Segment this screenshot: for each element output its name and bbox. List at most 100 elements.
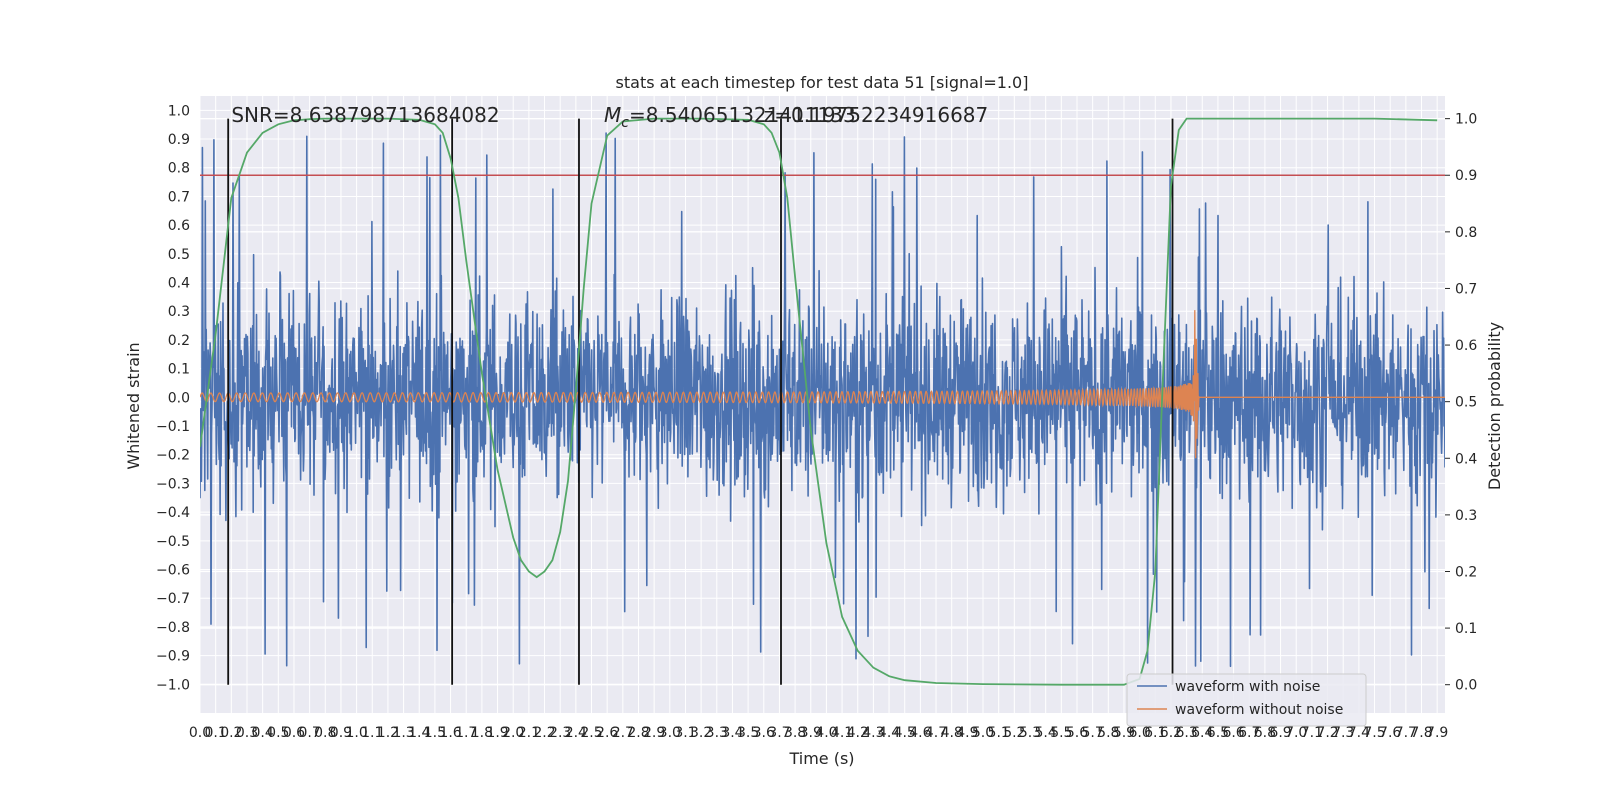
x-tick-label: 1.9 <box>486 725 508 741</box>
x-tick-label: 0.1 <box>205 725 227 741</box>
x-tick-label: 2.3 <box>549 725 571 741</box>
x-tick-label: 1.7 <box>455 725 477 741</box>
y-tick-label: 1.0 <box>168 103 190 119</box>
y-tick-label: 0.3 <box>168 304 190 320</box>
x-tick-label: 1.3 <box>392 725 414 741</box>
x-tick-label: 5.6 <box>1066 725 1088 741</box>
x-tick-label: 1.4 <box>408 725 430 741</box>
x-tick-label: 1.0 <box>345 725 367 741</box>
x-tick-label: 5.3 <box>1019 725 1041 741</box>
x-tick-label: 5.7 <box>1082 725 1104 741</box>
y-tick-label: −0.5 <box>156 534 190 550</box>
right-tick-labels: 1.0 0.9 0.8 0.7 0.6 0.5 0.4 0.3 0.2 0.1 0.0 <box>1445 112 1477 694</box>
x-tick-label: 2.2 <box>533 725 555 741</box>
y-tick-label: 0.5 <box>168 247 190 263</box>
x-tick-label: 4.9 <box>956 725 978 741</box>
x-tick-label: 3.9 <box>800 725 822 741</box>
waveform-with-noise-line <box>200 132 1445 668</box>
x-tick-label: 1.2 <box>377 725 399 741</box>
y-tick-label: 0.6 <box>168 218 190 234</box>
x-tick-label: 5.4 <box>1035 725 1057 741</box>
x-tick-label: 1.8 <box>471 725 493 741</box>
x-tick-label: 4.6 <box>909 725 931 741</box>
x-tick-label: 5.2 <box>1003 725 1025 741</box>
x-tick-label: 7.1 <box>1301 725 1323 741</box>
x-tick-label: 6.5 <box>1207 725 1229 741</box>
x-tick-label: 5.9 <box>1113 725 1135 741</box>
x-tick-label: 4.1 <box>831 725 853 741</box>
x-tick-label: 7.7 <box>1395 725 1417 741</box>
x-tick-label: 6.4 <box>1191 725 1213 741</box>
right-tick-label: 0.4 <box>1455 451 1477 467</box>
y-tick-label: 0.2 <box>168 333 190 349</box>
right-tick-label: 0.7 <box>1455 281 1477 297</box>
x-tick-label: 4.3 <box>862 725 884 741</box>
x-tick-label: 3.8 <box>784 725 806 741</box>
x-tick-label: 0.5 <box>267 725 289 741</box>
x-tick-label: 4.4 <box>878 725 900 741</box>
snr-annotation: SNR=8.638798713684082 <box>231 103 499 127</box>
x-tick-label: 5.0 <box>972 725 994 741</box>
x-tick-label: 4.8 <box>941 725 963 741</box>
right-tick-label: 0.0 <box>1455 678 1477 694</box>
x-tick-label: 7.4 <box>1348 725 1370 741</box>
x-tick-label: 3.1 <box>674 725 696 741</box>
x-tick-label: 6.0 <box>1128 725 1150 741</box>
y-tick-label: −1.0 <box>156 677 190 693</box>
waveform-without-noise-line <box>200 310 1445 459</box>
x-tick-label: 5.8 <box>1097 725 1119 741</box>
x-tick-label: 6.9 <box>1269 725 1291 741</box>
vertical-marker-lines <box>227 118 1174 685</box>
x-tick-label: 3.6 <box>753 725 775 741</box>
right-tick-label: 0.6 <box>1455 338 1477 354</box>
y-tick-label: −0.4 <box>156 505 190 521</box>
x-tick-label: 0.8 <box>314 725 336 741</box>
x-tick-label: 3.3 <box>706 725 728 741</box>
y-tick-label: 0.0 <box>168 390 190 406</box>
x-tick-label: 6.3 <box>1175 725 1197 741</box>
x-tick-label: 3.4 <box>721 725 743 741</box>
x-tick-label: 1.5 <box>424 725 446 741</box>
x-tick-label: 3.7 <box>768 725 790 741</box>
x-tick-label: 6.8 <box>1254 725 1276 741</box>
x-tick-label: 4.0 <box>815 725 837 741</box>
x-tick-label: 2.6 <box>596 725 618 741</box>
x-tick-label: 0.6 <box>283 725 305 741</box>
right-tick-label: 0.2 <box>1455 564 1477 580</box>
right-tick-label: 0.3 <box>1455 508 1477 524</box>
x-tick-label: 3.2 <box>690 725 712 741</box>
y-tick-label: −0.6 <box>156 563 190 579</box>
y-tick-label: 0.1 <box>168 362 190 378</box>
x-tick-label: 3.0 <box>659 725 681 741</box>
y-tick-label: −0.2 <box>156 448 190 464</box>
x-tick-label: 7.8 <box>1410 725 1432 741</box>
chirp-mass-annotation: Mc=8.540651321411133 <box>604 103 856 131</box>
y-tick-label: −0.7 <box>156 591 190 607</box>
x-tick-label: 7.2 <box>1316 725 1338 741</box>
right-tick-label: 0.1 <box>1455 621 1477 637</box>
y-tick-label: 0.9 <box>168 132 190 148</box>
legend-box <box>1126 673 1367 727</box>
x-tick-label: 1.6 <box>439 725 461 741</box>
x-tick-label: 4.5 <box>894 725 916 741</box>
y-tick-label: −0.3 <box>156 476 190 492</box>
x-tick-label: 7.3 <box>1332 725 1354 741</box>
y-axis-label: Whitened strain <box>124 342 143 469</box>
x-tick-label: 2.5 <box>580 725 602 741</box>
x-axis-label: Time (s) <box>788 749 854 768</box>
x-tick-labels: 0.00.10.20.30.40.50.60.70.80.91.01.11.21… <box>189 725 1448 741</box>
x-tick-label: 2.0 <box>502 725 524 741</box>
x-tick-label: 7.5 <box>1363 725 1385 741</box>
x-tick-label: 0.3 <box>236 725 258 741</box>
x-tick-label: 7.0 <box>1285 725 1307 741</box>
chirp-mass-value: =8.540651321411133 <box>629 103 856 127</box>
legend: waveform with noise waveform without noi… <box>1126 673 1367 727</box>
y-tick-label: −0.8 <box>156 620 190 636</box>
x-tick-label: 6.6 <box>1222 725 1244 741</box>
x-tick-label: 0.2 <box>220 725 242 741</box>
x-tick-label: 2.1 <box>518 725 540 741</box>
x-tick-label: 0.4 <box>252 725 274 741</box>
right-axis-label: Detection probability <box>1485 322 1504 490</box>
